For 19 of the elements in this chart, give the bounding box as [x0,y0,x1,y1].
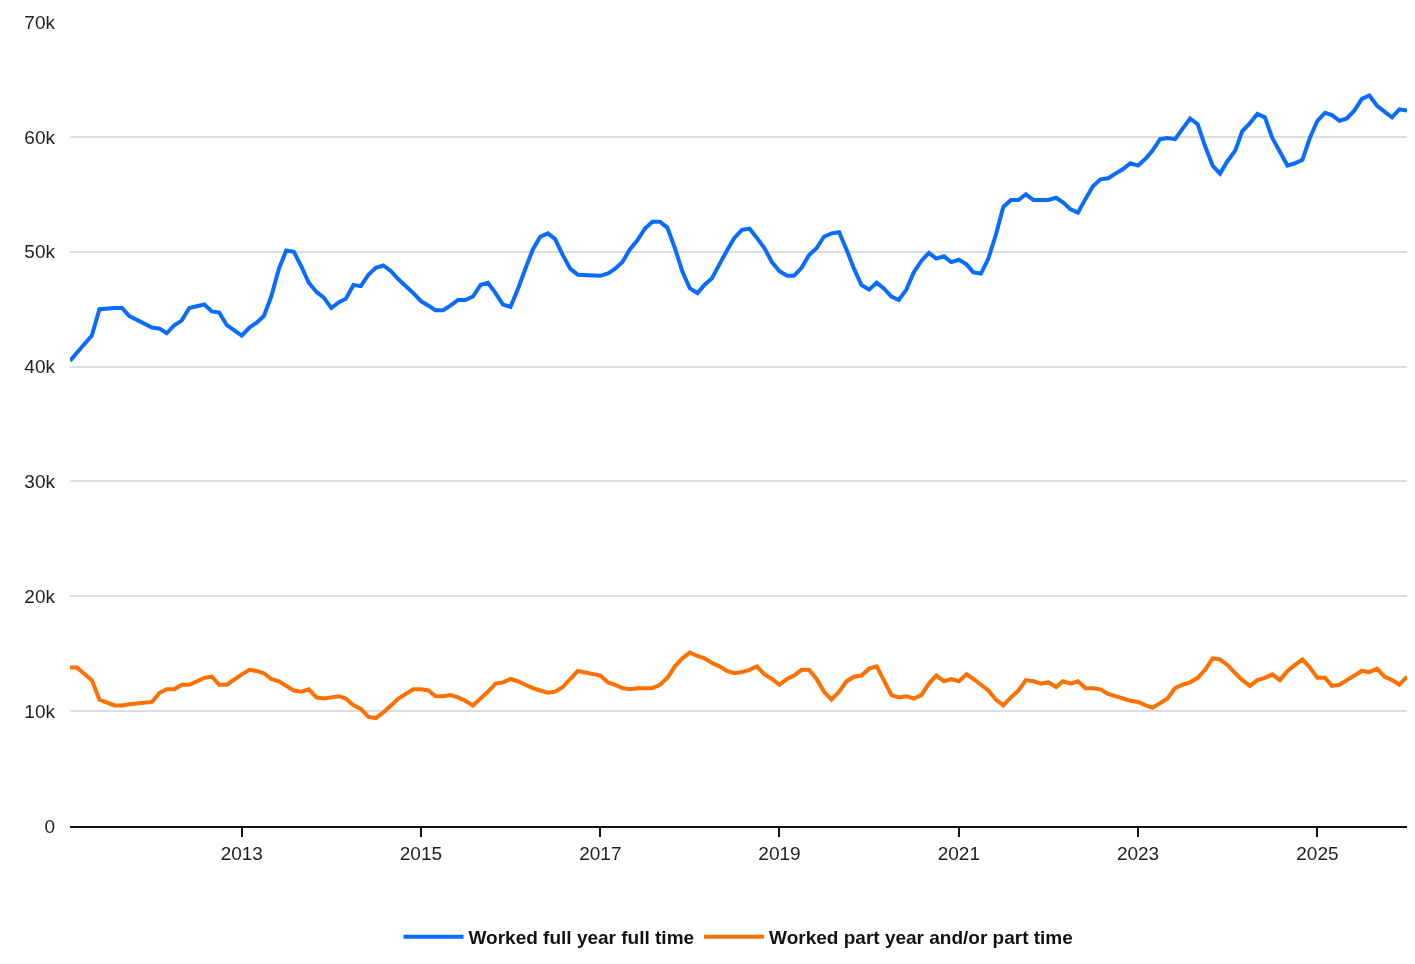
y-tick-label: 40k [24,356,56,378]
legend-label: Worked part year and/or part time [769,927,1073,949]
x-tick-label: 2023 [1116,842,1160,864]
line-series [70,93,1407,363]
x-tick-label: 2025 [1296,842,1339,864]
x-tick-label: 2017 [579,842,622,864]
y-tick-label: 50k [24,241,56,263]
line-series [70,650,1407,721]
y-tick-label: 0 [44,815,55,837]
y-tick-label: 60k [24,126,56,148]
x-tick-label: 2013 [220,842,263,864]
x-tick-label: 2021 [937,842,981,864]
y-tick-label: 20k [24,585,56,607]
y-tick-label: 30k [24,471,56,493]
legend-label: Worked full year full time [468,927,695,949]
x-tick-label: 2015 [399,842,443,864]
y-tick-label: 10k [24,700,56,722]
x-tick-label: 2019 [758,842,801,864]
y-tick-label: 70k [24,11,56,33]
